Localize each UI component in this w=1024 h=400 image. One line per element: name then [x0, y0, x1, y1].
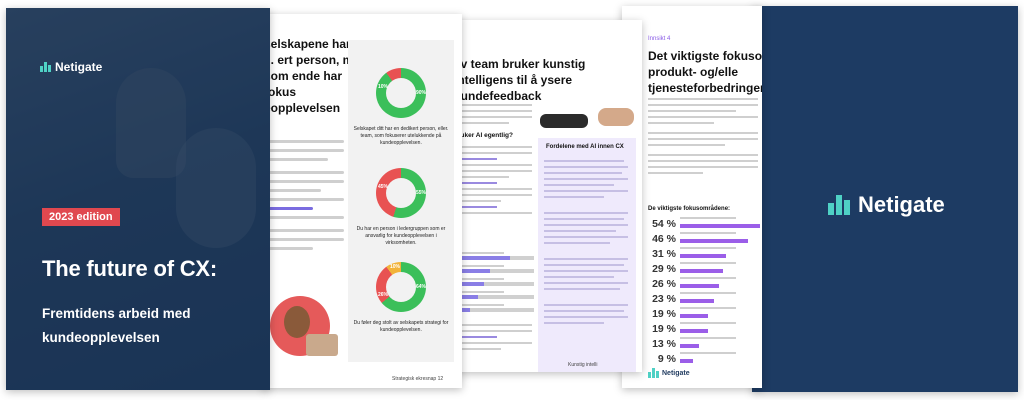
donut-no-label: 10%	[378, 84, 389, 90]
page-focus-areas: Innsikt 4 Det viktigste fokusomr CX er p…	[622, 6, 762, 388]
body-text	[648, 94, 758, 178]
brand-name: Netigate	[858, 192, 945, 217]
page-dedicated-person: selskapene har ... ert person, m, som en…	[262, 14, 462, 388]
insight-kicker: Innsikt 4	[648, 36, 671, 42]
focus-item: 31 %	[648, 246, 760, 261]
body-text	[266, 134, 344, 256]
netigate-mark-icon	[648, 368, 659, 378]
focus-bar	[680, 254, 726, 258]
person-with-laptop-image	[262, 286, 342, 366]
focus-percentage: 19 %	[652, 308, 676, 320]
section-heading: bruker AI egentlig?	[454, 132, 513, 139]
focus-percentage: 29 %	[652, 263, 676, 275]
focus-item: 23 %	[648, 291, 760, 306]
donut-no-label: 26%	[378, 292, 389, 298]
focus-bar	[680, 224, 760, 228]
panel-title: Fordelene med AI innen CX	[546, 144, 624, 150]
cover-title: The future of CX:	[42, 256, 218, 281]
focus-percentage: 23 %	[652, 293, 676, 305]
edition-badge: 2023 edition	[42, 208, 120, 226]
focus-bar	[680, 299, 715, 303]
focus-item: 54 %	[648, 216, 760, 231]
brand-name: Netigate	[55, 60, 103, 74]
netigate-mark-icon	[828, 195, 850, 215]
focus-item: 9 %	[648, 351, 760, 366]
netigate-logo: Netigate	[828, 192, 945, 218]
donut-yes-label: 64%	[416, 284, 427, 290]
focus-item: 46 %	[648, 231, 760, 246]
focus-bar	[680, 329, 709, 333]
focus-percentage: 19 %	[652, 323, 676, 335]
focus-item: 19 %	[648, 321, 760, 336]
focus-bar	[680, 269, 723, 273]
focus-percentage: 13 %	[652, 338, 676, 350]
body-text-2	[454, 320, 532, 354]
netigate-logo: Netigate	[40, 60, 102, 74]
body-text	[454, 142, 532, 218]
cover-subtitle: Fremtidens arbeid med kundeopplevelsen	[42, 306, 191, 345]
focus-bar	[680, 239, 749, 243]
focus-item: 19 %	[648, 306, 760, 321]
donut-no-label: 45%	[378, 184, 389, 190]
focus-percentage: 9 %	[657, 353, 676, 365]
page-heading: av team bruker kunstig intelligens til å…	[454, 57, 586, 103]
focus-percentage: 26 %	[652, 278, 676, 290]
back-cover: Netigate	[752, 6, 1018, 392]
page-heading: selskapene har ... ert person, m, som en…	[264, 37, 357, 115]
donut-yes-label: 55%	[416, 190, 427, 196]
donut-caption: Selskapet ditt har en dedikert person, e…	[353, 126, 449, 146]
focus-item: 13 %	[648, 336, 760, 351]
intro-text	[454, 100, 532, 128]
donut-panel: 90% 10% Selskapet ditt har en dedikert per…	[348, 40, 454, 362]
donut-chart: 64% 26% 10%	[376, 262, 426, 312]
focus-bar	[680, 284, 719, 288]
page-footer: Strategisk ekresnap 12	[392, 376, 444, 382]
brand-name: Netigate	[662, 369, 690, 377]
donut-caption: Du føler deg stolt av selskapets strateg…	[353, 320, 449, 333]
focus-percentage: 31 %	[652, 248, 676, 260]
benefits-panel: Fordelene med AI innen CX	[538, 138, 636, 372]
focus-bar	[680, 344, 700, 348]
donut-caption: Du har en person i ledergruppen som er a…	[356, 226, 446, 246]
netigate-logo: Netigate	[648, 368, 690, 378]
donut-chart: 90% 10%	[376, 68, 426, 118]
page-heading: Det viktigste fokusomr CX er produkt- og…	[648, 49, 762, 95]
focus-item: 29 %	[648, 261, 760, 276]
donut-chart: 55% 45%	[376, 168, 426, 218]
page-footer: Kunstig intelli	[568, 362, 598, 368]
page-ai: av team bruker kunstig intelligens til å…	[450, 20, 642, 372]
usage-bars	[454, 252, 534, 317]
netigate-mark-icon	[40, 62, 51, 72]
front-cover: Netigate 2023 edition The future of CX: …	[6, 8, 270, 390]
focus-list: 54 % 46 % 31 % 29 % 26 % 23 % 19 % 19 % 13 % 9 %	[648, 216, 760, 366]
robot-hand-image	[540, 100, 638, 146]
list-title: De viktigste fokusområdene:	[648, 206, 731, 212]
donut-other-label: 10%	[390, 264, 401, 270]
donut-yes-label: 90%	[416, 90, 427, 96]
focus-bar	[680, 359, 694, 363]
focus-percentage: 46 %	[652, 233, 676, 245]
focus-item: 26 %	[648, 276, 760, 291]
focus-percentage: 54 %	[652, 218, 676, 230]
focus-bar	[680, 314, 709, 318]
